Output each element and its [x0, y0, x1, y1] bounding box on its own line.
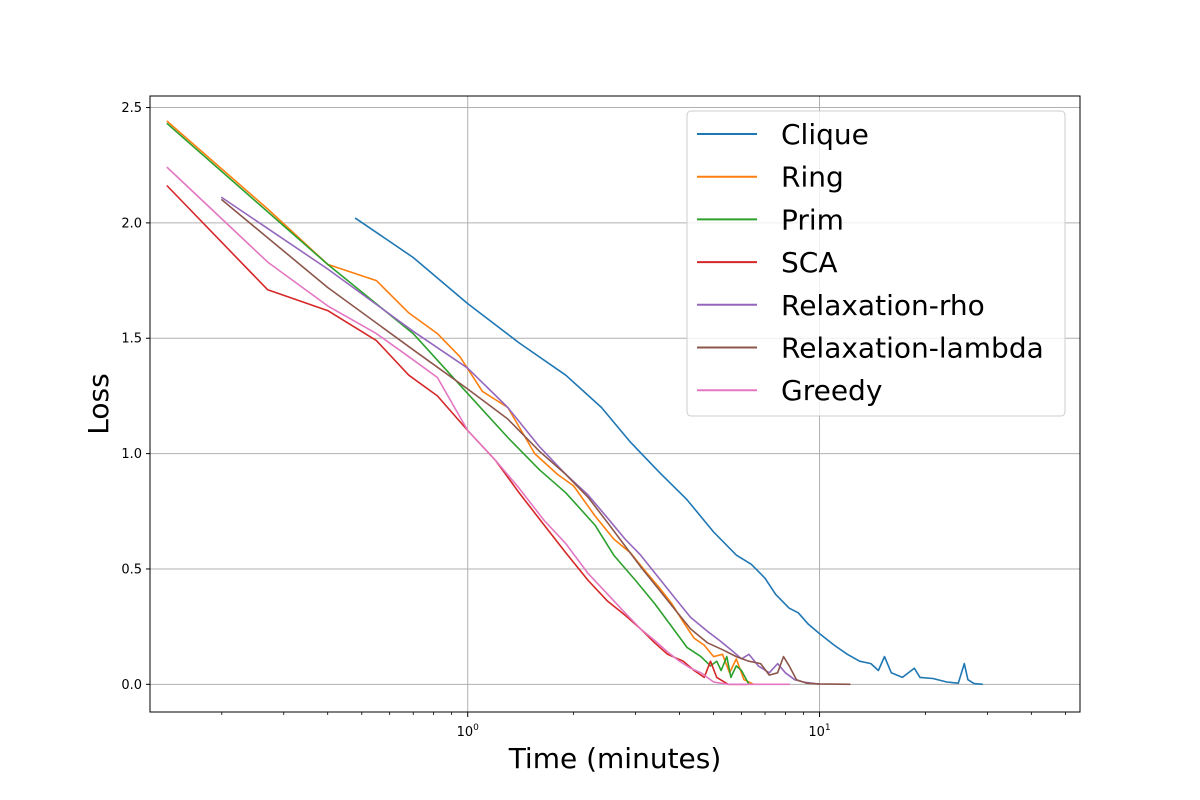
- y-axis-label: Loss: [82, 373, 115, 434]
- y-tick-label: 2.0: [121, 216, 142, 231]
- axis-ticks: 0.0 0.5 1.0 1.5 2.0 2.5 100 101: [121, 101, 1066, 740]
- y-tick-label: 1.5: [121, 332, 142, 347]
- legend-label-prim: Prim: [781, 203, 844, 236]
- series-line-prim: [166, 122, 750, 686]
- series-line-greedy: [166, 166, 791, 686]
- series-line-relaxation-lambda: [221, 199, 851, 686]
- legend-label-ring: Ring: [781, 161, 844, 194]
- legend-label-greedy: Greedy: [781, 374, 882, 407]
- series-line-ring: [166, 120, 755, 686]
- legend: Clique Ring Prim SCA Relaxation-rho Relaxatio…: [686, 110, 1066, 417]
- plot-frame: [149, 95, 1081, 713]
- x-tick-label: 100: [457, 723, 480, 740]
- y-tick-label: 2.5: [121, 101, 142, 116]
- series-line-sca: [166, 185, 748, 686]
- legend-label-sca: SCA: [781, 246, 837, 279]
- legend-label-clique: Clique: [781, 118, 869, 151]
- legend-label-relaxation-rho: Relaxation-rho: [781, 289, 985, 322]
- legend-label-relaxation-lambda: Relaxation-lambda: [781, 332, 1044, 365]
- y-tick-label: 0.5: [121, 562, 142, 577]
- x-tick-label: 101: [808, 723, 830, 740]
- x-axis-label: Time (minutes): [508, 742, 722, 775]
- series-line-relaxation-rho: [221, 196, 821, 686]
- legend-box: [686, 110, 1066, 417]
- y-tick-label: 0.0: [121, 678, 142, 693]
- series-lines: [166, 120, 984, 686]
- y-tick-label: 1.0: [121, 447, 142, 462]
- series-line-clique: [354, 217, 984, 686]
